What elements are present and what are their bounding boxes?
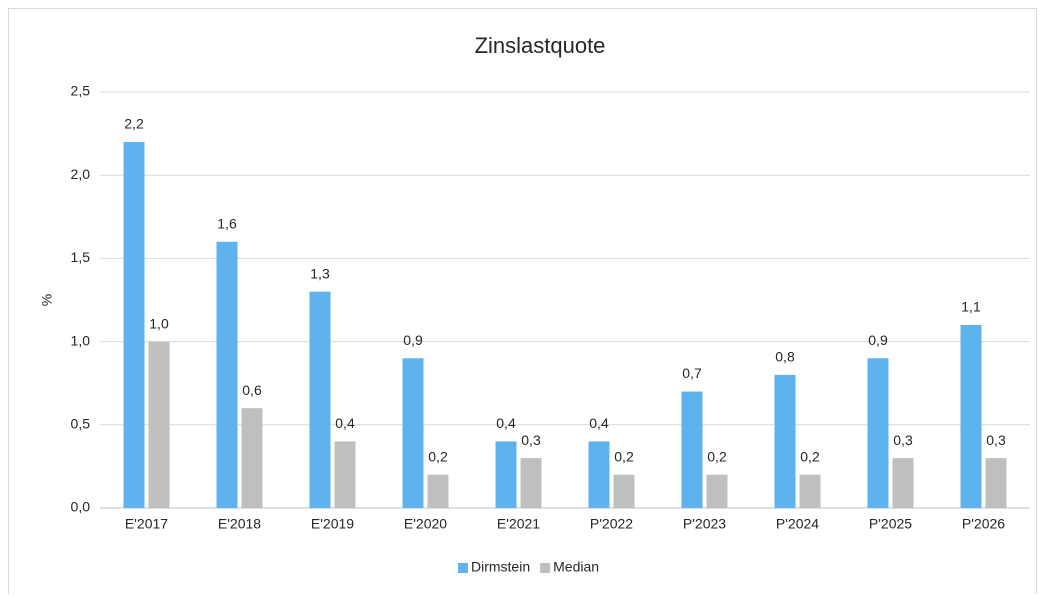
bar bbox=[241, 408, 263, 508]
bar bbox=[309, 291, 331, 508]
data-label: 0,2 bbox=[707, 448, 727, 464]
legend-swatch bbox=[458, 563, 468, 573]
x-tick-label: E'2020 bbox=[404, 516, 447, 532]
bar bbox=[985, 458, 1007, 508]
data-label: 0,4 bbox=[589, 415, 609, 431]
bar bbox=[613, 474, 635, 508]
legend-label: Median bbox=[553, 559, 599, 575]
legend-label: Dirmstein bbox=[471, 559, 530, 575]
bar bbox=[681, 391, 703, 508]
x-tick-label: P'2022 bbox=[590, 516, 633, 532]
bar bbox=[427, 474, 449, 508]
y-tick-label: 2,0 bbox=[71, 166, 91, 182]
data-label: 0,4 bbox=[335, 415, 355, 431]
bar bbox=[123, 141, 145, 509]
bar bbox=[892, 458, 914, 508]
bar bbox=[960, 324, 982, 508]
x-tick-label: E'2021 bbox=[497, 516, 540, 532]
data-label: 0,2 bbox=[428, 448, 448, 464]
data-label: 0,7 bbox=[682, 365, 702, 381]
bar bbox=[402, 358, 424, 508]
data-label: 0,3 bbox=[986, 432, 1006, 448]
data-label: 1,0 bbox=[149, 315, 169, 331]
data-label: 0,2 bbox=[800, 448, 820, 464]
x-tick-label: P'2023 bbox=[683, 516, 726, 532]
bar bbox=[495, 441, 517, 508]
data-label: 0,3 bbox=[521, 432, 541, 448]
data-label: 1,6 bbox=[217, 215, 237, 231]
y-tick-label: 1,0 bbox=[71, 332, 91, 348]
x-tick-label: E'2019 bbox=[311, 516, 354, 532]
x-tick-label: P'2026 bbox=[962, 516, 1005, 532]
legend-swatch bbox=[540, 563, 551, 573]
x-tick-label: P'2024 bbox=[776, 516, 819, 532]
data-label: 1,1 bbox=[961, 299, 981, 315]
x-tick-label: E'2017 bbox=[125, 516, 168, 532]
data-label: 0,9 bbox=[403, 332, 423, 348]
bar bbox=[774, 374, 796, 508]
bar bbox=[588, 441, 610, 508]
data-label: 0,6 bbox=[242, 382, 262, 398]
x-tick-label: P'2025 bbox=[869, 516, 912, 532]
y-tick-label: 2,5 bbox=[71, 83, 91, 99]
bar bbox=[799, 474, 821, 508]
bar bbox=[867, 358, 889, 508]
data-label: 1,3 bbox=[310, 265, 330, 281]
chart-title: Zinslastquote bbox=[475, 33, 606, 58]
data-label: 0,9 bbox=[868, 332, 888, 348]
y-tick-label: 0,0 bbox=[71, 499, 91, 515]
bar bbox=[216, 241, 238, 508]
y-axis-label: % bbox=[39, 294, 55, 306]
bar bbox=[334, 441, 356, 508]
x-tick-label: E'2018 bbox=[218, 516, 261, 532]
data-label: 2,2 bbox=[124, 116, 144, 132]
data-label: 0,8 bbox=[775, 349, 795, 365]
y-tick-label: 0,5 bbox=[71, 416, 91, 432]
data-label: 0,4 bbox=[496, 415, 516, 431]
bar bbox=[520, 458, 542, 508]
y-tick-label: 1,5 bbox=[71, 249, 91, 265]
data-label: 0,2 bbox=[614, 448, 634, 464]
bar bbox=[706, 474, 728, 508]
bar bbox=[148, 341, 170, 508]
data-label: 0,3 bbox=[893, 432, 913, 448]
